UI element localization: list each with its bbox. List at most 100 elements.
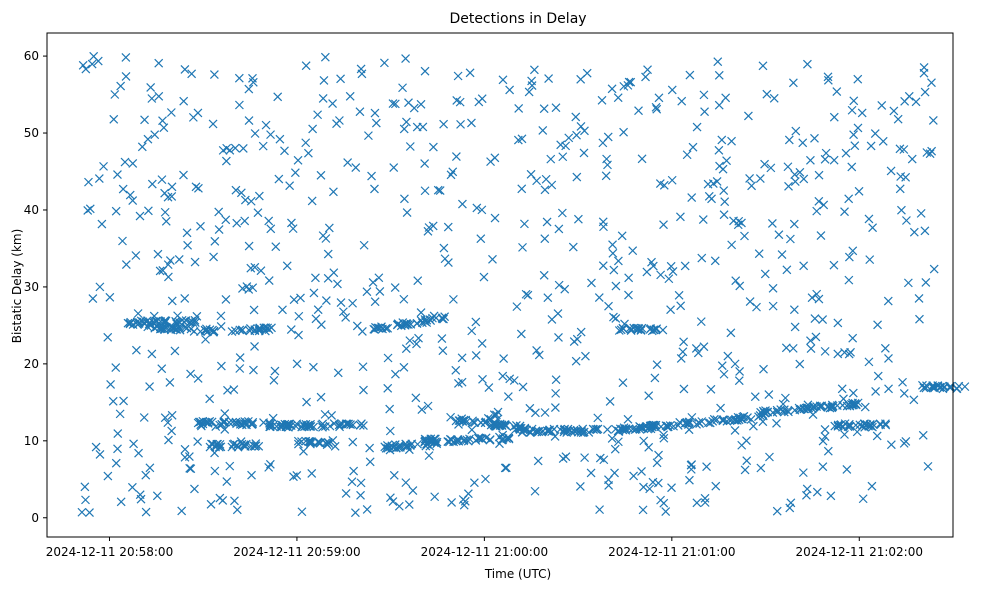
data-point-498 — [253, 208, 263, 218]
data-point-431 — [727, 240, 737, 250]
data-point-1428 — [938, 381, 947, 391]
data-point-141 — [383, 353, 393, 363]
data-point-496 — [608, 248, 618, 258]
data-point-302 — [363, 131, 373, 141]
data-point-410 — [385, 426, 395, 436]
x-tick-label: 2024-12-11 20:58:00 — [46, 545, 173, 559]
data-point-663 — [467, 118, 476, 128]
data-point-602 — [465, 68, 475, 78]
data-point-780 — [823, 446, 833, 456]
data-point-278 — [109, 114, 119, 124]
data-point-416 — [661, 507, 671, 516]
data-point-996 — [314, 438, 323, 448]
data-point-618 — [598, 261, 608, 271]
data-point-34 — [735, 281, 745, 291]
data-point-592 — [667, 483, 676, 493]
data-point-625 — [154, 58, 164, 68]
data-point-230 — [113, 429, 123, 438]
data-point-812 — [451, 365, 461, 375]
data-point-1345 — [772, 407, 782, 417]
data-point-532 — [424, 451, 434, 461]
data-point-79 — [769, 93, 779, 103]
data-point-333 — [634, 106, 643, 116]
data-point-633 — [103, 332, 113, 342]
data-point-420 — [814, 294, 824, 304]
data-point-774 — [518, 242, 527, 252]
data-point-775 — [246, 263, 256, 273]
data-point-549 — [356, 64, 366, 74]
data-point-1409 — [658, 325, 668, 335]
data-point-475 — [222, 477, 232, 487]
data-point-963 — [318, 419, 328, 429]
data-point-478 — [544, 74, 554, 83]
data-point-6 — [115, 409, 125, 419]
data-point-804 — [193, 373, 203, 383]
data-point-177 — [802, 490, 811, 500]
y-axis-title: Bistatic Delay (km) — [10, 229, 24, 344]
data-point-684 — [294, 330, 303, 340]
data-point-322 — [805, 155, 815, 165]
data-point-954 — [265, 422, 275, 432]
data-point-195 — [538, 126, 548, 135]
data-point-123 — [221, 215, 231, 225]
data-point-219 — [341, 488, 351, 498]
data-point-888 — [157, 324, 167, 334]
data-point-705 — [595, 505, 605, 515]
data-point-1292 — [648, 420, 658, 430]
data-point-811 — [844, 275, 854, 285]
data-point-773 — [412, 339, 421, 349]
data-point-746 — [289, 472, 298, 482]
data-point-451 — [752, 302, 761, 312]
data-point-541 — [250, 341, 259, 351]
data-point-588 — [677, 96, 687, 106]
data-point-676 — [443, 222, 453, 232]
data-point-414 — [832, 87, 842, 96]
data-point-572 — [371, 118, 381, 128]
data-point-361 — [111, 363, 121, 372]
x-axis: 2024-12-11 20:58:00 2024-12-11 20:59:00 20… — [46, 537, 923, 559]
data-point-199 — [759, 364, 768, 374]
data-point-483 — [883, 296, 893, 306]
data-point-4 — [812, 206, 822, 216]
data-point-1456 — [254, 326, 264, 336]
data-markers — [77, 51, 970, 518]
data-point-111 — [768, 301, 778, 311]
data-point-367 — [680, 261, 690, 271]
data-point-28 — [928, 116, 938, 125]
data-point-655 — [99, 161, 108, 171]
data-point-1177 — [476, 418, 486, 428]
data-point-417 — [232, 218, 242, 228]
data-point-522 — [551, 388, 561, 398]
data-point-228 — [755, 174, 765, 183]
data-point-1128 — [453, 436, 463, 446]
data-point-608 — [645, 484, 655, 494]
y-tick-label: 60 — [24, 49, 39, 63]
data-point-1281 — [719, 415, 729, 425]
data-point-1383 — [876, 420, 886, 430]
data-point-590 — [642, 267, 652, 277]
data-point-107 — [743, 111, 753, 121]
data-point-196 — [268, 413, 278, 423]
data-point-548 — [313, 110, 323, 120]
data-point-272 — [644, 391, 654, 401]
data-point-110 — [826, 491, 836, 501]
data-point-145 — [452, 96, 462, 105]
data-point-734 — [180, 444, 190, 454]
data-point-235 — [285, 181, 295, 191]
data-point-32 — [328, 187, 338, 197]
data-point-334 — [909, 227, 919, 237]
data-point-510 — [474, 97, 484, 107]
data-point-536 — [290, 168, 300, 178]
data-point-455 — [329, 268, 339, 278]
data-point-363 — [231, 185, 241, 195]
data-point-364 — [220, 409, 230, 419]
data-point-795 — [121, 260, 131, 269]
data-point-506 — [121, 52, 131, 62]
data-point-385 — [264, 276, 274, 285]
data-point-1413 — [637, 323, 647, 333]
data-point-850 — [132, 317, 142, 327]
data-point-885 — [186, 324, 196, 334]
data-point-589 — [557, 208, 567, 218]
data-point-86 — [110, 90, 120, 99]
data-point-292 — [402, 117, 411, 127]
